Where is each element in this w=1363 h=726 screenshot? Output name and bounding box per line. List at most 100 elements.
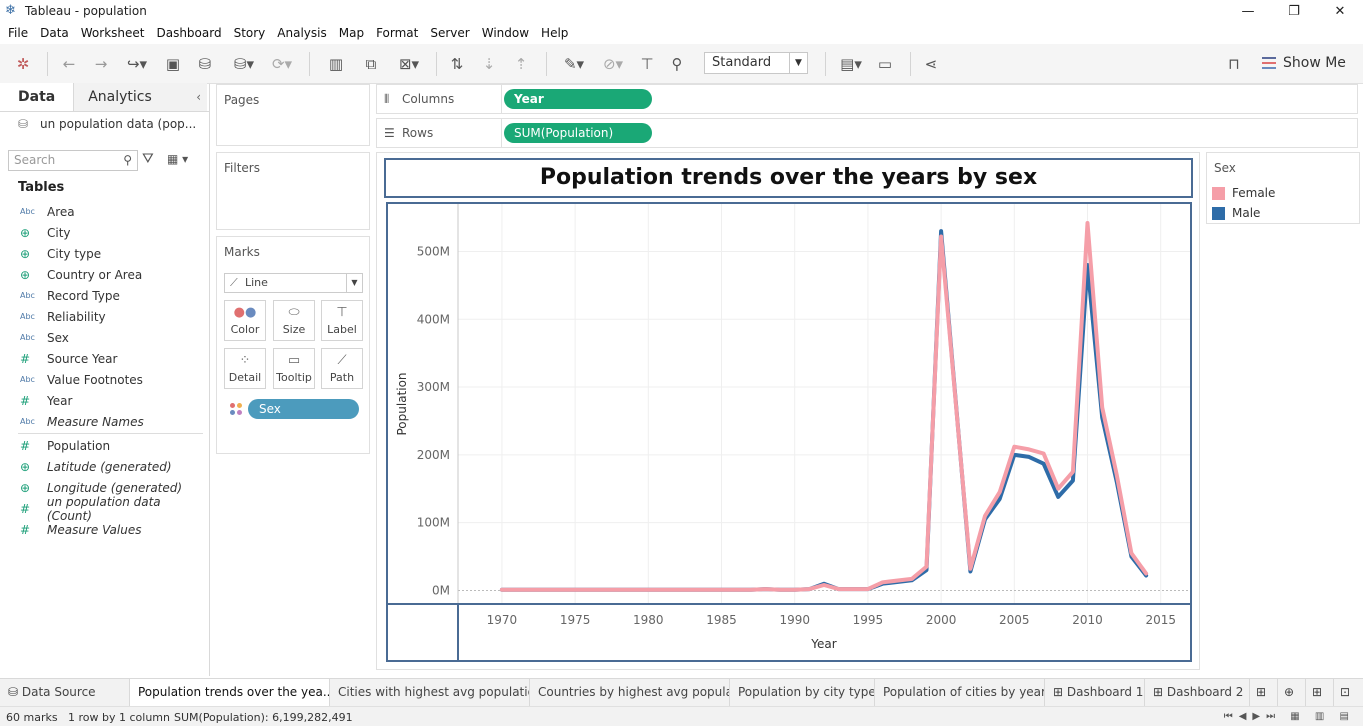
dashboard-icon: ⊞ bbox=[1053, 685, 1067, 699]
label-card[interactable]: ⊤ Label bbox=[321, 300, 363, 341]
search-input[interactable]: Search ⚲ bbox=[8, 150, 138, 171]
field-value-footnotes[interactable]: Abc Value Footnotes bbox=[0, 369, 209, 390]
path-card[interactable]: ⟋ Path bbox=[321, 348, 363, 389]
color-card[interactable]: ●● Color bbox=[224, 300, 266, 341]
tab-population-city-type[interactable]: Population by city type bbox=[730, 679, 875, 706]
field-city[interactable]: ⊕ City bbox=[0, 222, 209, 243]
menu-file[interactable]: File bbox=[8, 26, 29, 40]
replay-icon[interactable]: ↪▾ bbox=[126, 55, 148, 73]
field-reliability[interactable]: Abc Reliability bbox=[0, 306, 209, 327]
duplicate-sheet-icon[interactable]: ⧉ bbox=[365, 55, 377, 73]
sheet-nav-arrows-icon[interactable]: ⏮◀▶⏭ ▦ ▥ ▤ bbox=[1223, 711, 1355, 722]
sex-color-pill[interactable]: Sex bbox=[248, 399, 359, 419]
sex-legend: Sex Female Male bbox=[1206, 152, 1360, 224]
sort-descending-icon[interactable]: ⇡ bbox=[514, 55, 528, 73]
size-card[interactable]: ⬭ Size bbox=[273, 300, 315, 341]
filter-icon[interactable]: ⛛ bbox=[142, 151, 154, 167]
field-un-population-data-count[interactable]: # un population data (Count) bbox=[0, 495, 209, 523]
refresh-icon[interactable]: ⟳▾ bbox=[271, 55, 293, 73]
tooltip-icon[interactable]: ⊓ bbox=[1228, 55, 1240, 73]
tab-cities-highest-avg[interactable]: Cities with highest avg population bbox=[330, 679, 530, 706]
globe-icon: ⊕ bbox=[20, 480, 31, 495]
restore-button[interactable]: ❐ bbox=[1288, 3, 1300, 19]
number-type-icon: # bbox=[20, 393, 31, 408]
pause-updates-icon[interactable]: ⛁▾ bbox=[233, 55, 255, 73]
field-country-or-area[interactable]: ⊕ Country or Area bbox=[0, 264, 209, 285]
new-datasource-icon[interactable]: ⛁ bbox=[198, 55, 212, 73]
rows-shelf[interactable]: ☰ Rows SUM(Population) bbox=[376, 118, 1358, 148]
tab-analytics[interactable]: Analytics bbox=[73, 83, 208, 111]
tab-dashboard-2[interactable]: ⊞ Dashboard 2 bbox=[1145, 679, 1250, 706]
view-list-icon[interactable]: ▦ ▾ bbox=[167, 152, 189, 166]
menu-map[interactable]: Map bbox=[338, 26, 365, 40]
share-icon[interactable]: ⋖ bbox=[924, 55, 938, 73]
story-tab-icon[interactable]: ⊞ bbox=[1250, 679, 1278, 706]
field-record-type[interactable]: Abc Record Type bbox=[0, 285, 209, 306]
columns-shelf[interactable]: ⦀ Columns Year bbox=[376, 84, 1358, 114]
menu-help[interactable]: Help bbox=[541, 26, 569, 40]
show-cards-icon[interactable]: ▤▾ bbox=[840, 55, 862, 73]
datasource-item[interactable]: ⛁ un population data (pop... bbox=[18, 117, 196, 131]
presentation-mode-icon[interactable]: ▭ bbox=[877, 55, 893, 73]
tab-data-source[interactable]: ⛁ Data Source bbox=[0, 679, 130, 706]
new-story-tab-icon[interactable]: ⊡ bbox=[1340, 685, 1351, 699]
field-measure-names[interactable]: Abc Measure Names bbox=[0, 411, 209, 432]
tooltip-card[interactable]: ▭ Tooltip bbox=[273, 348, 315, 389]
redo-icon[interactable]: → bbox=[94, 55, 108, 73]
year-column-pill[interactable]: Year bbox=[504, 89, 652, 109]
fix-axes-icon[interactable]: ⚲ bbox=[671, 55, 683, 73]
filters-shelf[interactable]: Filters bbox=[216, 152, 370, 230]
new-worksheet-icon[interactable]: ▥ bbox=[328, 55, 344, 73]
clear-sheet-icon[interactable]: ⊠▾ bbox=[398, 55, 420, 73]
menu-server[interactable]: Server bbox=[430, 26, 470, 40]
field-sex[interactable]: Abc Sex bbox=[0, 327, 209, 348]
tab-countries-highest-avg[interactable]: Countries by highest avg popula... bbox=[530, 679, 730, 706]
menu-story[interactable]: Story bbox=[233, 26, 266, 40]
field-measure-values[interactable]: # Measure Values bbox=[0, 519, 209, 540]
population-row-pill[interactable]: SUM(Population) bbox=[504, 123, 652, 143]
minimize-button[interactable]: — bbox=[1241, 3, 1255, 19]
menu-data[interactable]: Data bbox=[40, 26, 69, 40]
group-icon[interactable]: ⊘▾ bbox=[602, 55, 624, 73]
new-worksheet-tab-icon[interactable]: ⊕ bbox=[1278, 679, 1306, 706]
menu-format[interactable]: Format bbox=[376, 26, 419, 40]
globe-icon: ⊕ bbox=[20, 267, 31, 282]
save-icon[interactable]: ▣ bbox=[165, 55, 181, 73]
legend-item-male[interactable]: Male bbox=[1212, 205, 1260, 221]
undo-icon[interactable]: ← bbox=[62, 55, 76, 73]
tab-population-trends[interactable]: Population trends over the yea... bbox=[130, 679, 330, 706]
menu-dashboard[interactable]: Dashboard bbox=[156, 26, 222, 40]
tab-data[interactable]: Data bbox=[0, 83, 74, 111]
tableau-home-icon[interactable]: ✲ bbox=[16, 55, 30, 73]
menu-window[interactable]: Window bbox=[481, 26, 530, 40]
new-dashboard-tab-icon[interactable]: ⊞ bbox=[1306, 679, 1334, 706]
menu-analysis[interactable]: Analysis bbox=[277, 26, 327, 40]
path-icon: ⟋ bbox=[337, 353, 347, 368]
collapse-panel-icon[interactable]: ‹ bbox=[196, 90, 201, 104]
close-button[interactable]: ✕ bbox=[1334, 3, 1346, 19]
detail-card[interactable]: ⁘ Detail bbox=[224, 348, 266, 389]
columns-label: Columns bbox=[402, 92, 455, 106]
pages-shelf[interactable]: Pages bbox=[216, 84, 370, 146]
highlight-icon[interactable]: ✎▾ bbox=[563, 55, 585, 73]
line-chart[interactable]: 0M 100M 200M 300M 400M 500M 1970 1975 1980 1985 19… bbox=[388, 204, 1190, 660]
mark-type-select[interactable]: ⟋ Line ▼ bbox=[224, 273, 363, 293]
legend-item-female[interactable]: Female bbox=[1212, 185, 1275, 201]
field-latitude-generated[interactable]: ⊕ Latitude (generated) bbox=[0, 456, 209, 477]
tab-population-cities-year[interactable]: Population of cities by year bbox=[875, 679, 1045, 706]
tab-dashboard-1[interactable]: ⊞ Dashboard 1 bbox=[1045, 679, 1145, 706]
field-population[interactable]: # Population bbox=[0, 435, 209, 456]
show-labels-icon[interactable]: ⊤ bbox=[640, 55, 654, 73]
field-source-year[interactable]: # Source Year bbox=[0, 348, 209, 369]
field-city-type[interactable]: ⊕ City type bbox=[0, 243, 209, 264]
menu-worksheet[interactable]: Worksheet bbox=[80, 26, 145, 40]
show-me-button[interactable]: Show Me bbox=[1262, 53, 1346, 73]
field-longitude-generated[interactable]: ⊕ Longitude (generated) bbox=[0, 477, 209, 498]
fit-select[interactable]: Standard ▼ bbox=[704, 52, 808, 74]
field-area[interactable]: Abc Area bbox=[0, 201, 209, 222]
sort-ascending-icon[interactable]: ⇣ bbox=[482, 55, 496, 73]
field-year[interactable]: # Year bbox=[0, 390, 209, 411]
x-tick-label: 1970 bbox=[487, 613, 518, 627]
color-icon: ●● bbox=[233, 305, 257, 320]
swap-icon[interactable]: ⇅ bbox=[450, 55, 464, 73]
